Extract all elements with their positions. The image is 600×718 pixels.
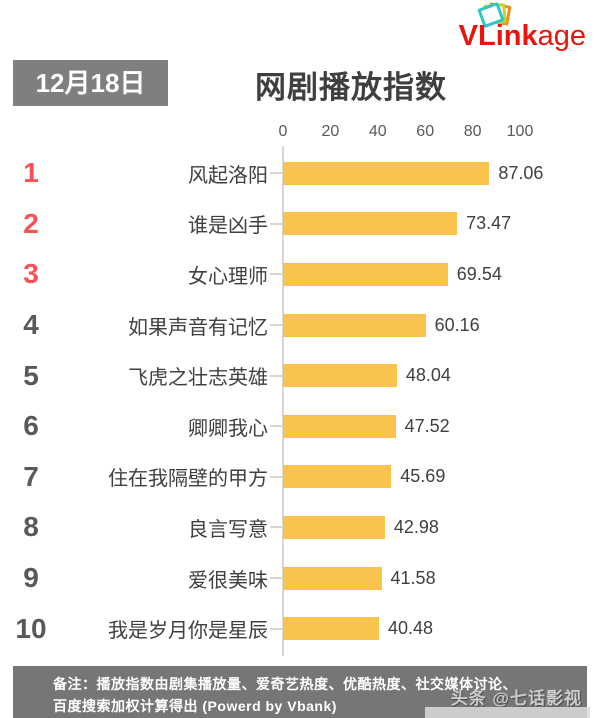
bar-area: 41.58 (283, 553, 600, 604)
bar-area: 45.69 (283, 452, 600, 503)
table-row: 7 住在我隔壁的甲方 45.69 (0, 452, 600, 503)
bar (283, 161, 490, 185)
bar (283, 212, 458, 236)
rank-number: 8 (23, 511, 39, 543)
rank-number: 5 (23, 359, 39, 391)
category-tick (270, 350, 283, 401)
drama-title: 女心理师 (188, 265, 268, 288)
axis-tick-label: 40 (368, 123, 387, 140)
category-tick (270, 199, 283, 250)
drama-title: 谁是凶手 (188, 215, 268, 238)
watermark-strip (425, 707, 590, 718)
bar (283, 414, 396, 438)
vlinkage-logo: VLinkage (426, 1, 586, 52)
rank-number: 7 (23, 460, 39, 492)
value-label: 48.04 (405, 365, 451, 386)
category-tick (270, 452, 283, 503)
table-row: 8 良言写意 42.98 (0, 502, 600, 553)
chart-rows: 1 风起洛阳 87.06 2 谁是凶手 73.47 3 女心理师 69.5 (0, 148, 600, 654)
axis-tick-label: 60 (416, 123, 435, 140)
bar-area: 87.06 (283, 148, 600, 199)
bar-area: 47.52 (283, 401, 600, 452)
table-row: 9 爱很美味 41.58 (0, 553, 600, 604)
value-label: 41.58 (390, 567, 436, 588)
bar-area: 42.98 (283, 502, 600, 553)
rank-number: 1 (23, 157, 39, 189)
bar (283, 515, 385, 539)
axis-tick-labels: 0 20 40 60 80 100 (0, 123, 600, 143)
bar-area: 69.54 (283, 249, 600, 300)
table-row: 5 飞虎之壮志英雄 48.04 (0, 350, 600, 401)
rank-number: 10 (15, 612, 47, 644)
drama-title: 爱很美味 (188, 569, 268, 592)
footer-note-line1: 备注：播放指数由剧集播放量、爱奇艺热度、优酷热度、社交媒体讨论、 (53, 676, 517, 692)
drama-title: 住在我隔壁的甲方 (108, 468, 268, 491)
drama-title: 如果声音有记忆 (128, 316, 268, 339)
table-row: 6 卿卿我心 47.52 (0, 401, 600, 452)
drama-title: 飞虎之壮志英雄 (128, 367, 268, 390)
table-row: 2 谁是凶手 73.47 (0, 199, 600, 250)
logo-text-bold: VLink (458, 20, 538, 52)
category-tick (270, 401, 283, 452)
rank-number: 9 (23, 562, 39, 594)
bar (283, 617, 379, 641)
category-tick (270, 300, 283, 351)
bar-area: 60.16 (283, 300, 600, 351)
value-label: 42.98 (393, 516, 439, 537)
drama-title: 风起洛阳 (188, 164, 268, 187)
page-title: 网剧播放指数 (255, 70, 447, 105)
axis-baseline (282, 146, 284, 656)
drama-title: 卿卿我心 (188, 417, 268, 440)
value-label: 40.48 (387, 618, 433, 639)
rank-number: 6 (23, 410, 39, 442)
bar (283, 262, 448, 286)
footer-note-line2: 百度搜索加权计算得出 (Powerd by Vbank) (53, 697, 337, 714)
rank-number: 4 (23, 309, 39, 341)
table-row: 10 我是岁月你是星辰 40.48 (0, 603, 600, 654)
value-label: 87.06 (498, 162, 544, 183)
table-row: 3 女心理师 69.54 (0, 249, 600, 300)
category-tick (270, 148, 283, 199)
value-label: 45.69 (400, 466, 446, 487)
rank-number: 2 (23, 207, 39, 239)
category-tick (270, 502, 283, 553)
axis-tick-label: 100 (506, 123, 534, 140)
category-tick (270, 249, 283, 300)
value-label: 69.54 (456, 263, 502, 284)
rank-number: 3 (23, 258, 39, 290)
axis-tick-label: 80 (463, 123, 482, 140)
drama-title: 良言写意 (188, 518, 268, 541)
bar-area: 40.48 (283, 603, 600, 654)
value-label: 73.47 (466, 213, 512, 234)
logo-wordmark: VLinkage (426, 22, 586, 51)
category-tick (270, 603, 283, 654)
logo-text-light: age (537, 20, 586, 52)
bar-area: 73.47 (283, 199, 600, 250)
axis-tick-label: 20 (321, 123, 340, 140)
axis-tick-label: 0 (278, 123, 288, 140)
bar (283, 465, 392, 489)
value-label: 47.52 (404, 415, 450, 436)
bar (283, 364, 397, 388)
date-badge: 12月18日 (13, 60, 168, 106)
bar (283, 566, 382, 590)
table-row: 1 风起洛阳 87.06 (0, 148, 600, 199)
bar (283, 313, 426, 337)
category-tick (270, 553, 283, 604)
bar-area: 48.04 (283, 350, 600, 401)
drama-title: 我是岁月你是星辰 (108, 620, 268, 643)
table-row: 4 如果声音有记忆 60.16 (0, 300, 600, 351)
watermark-text: 头条 @七话影视 (450, 689, 582, 708)
value-label: 60.16 (434, 314, 480, 335)
